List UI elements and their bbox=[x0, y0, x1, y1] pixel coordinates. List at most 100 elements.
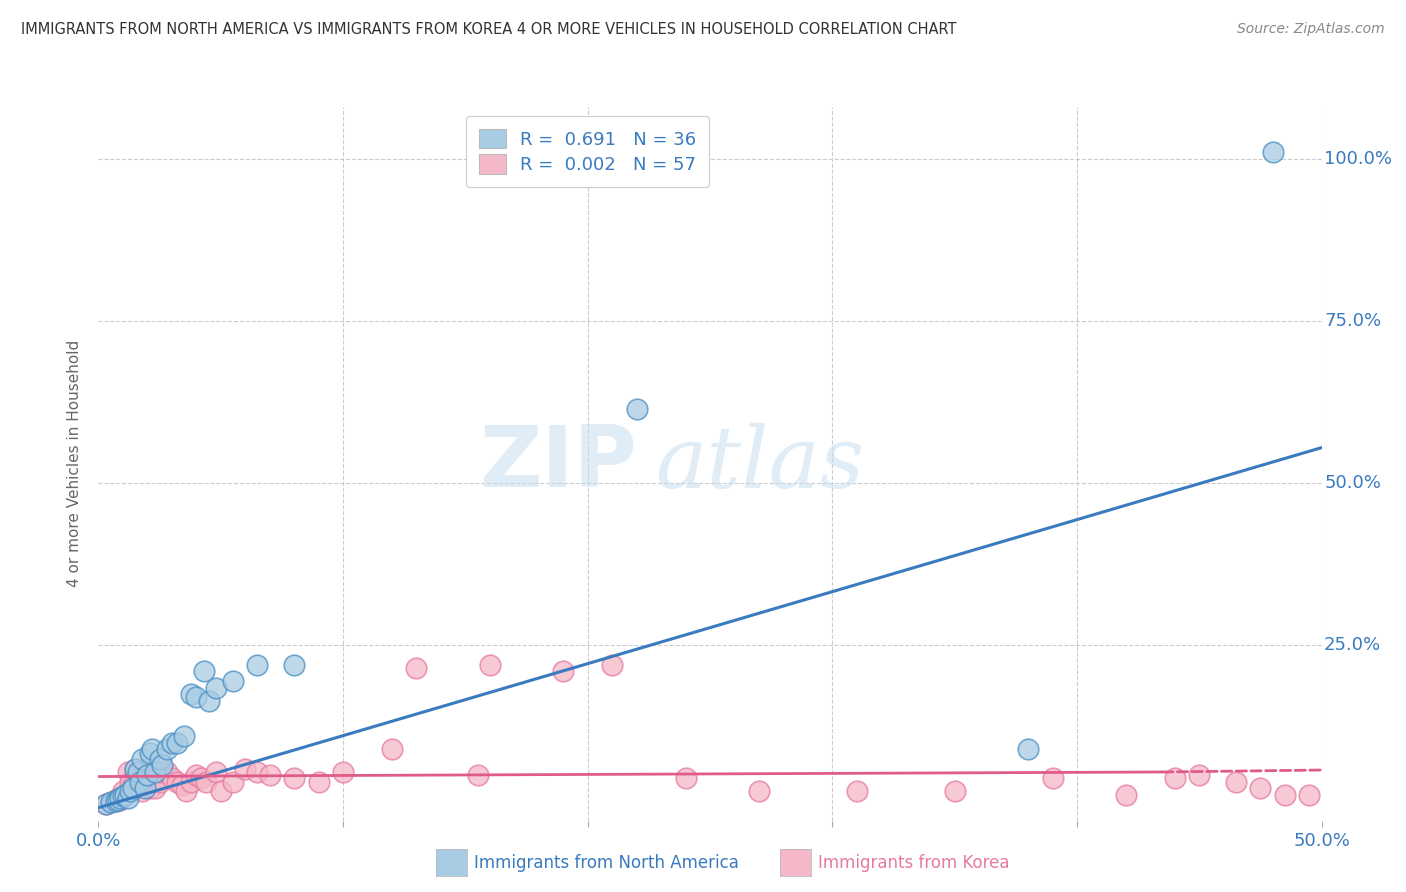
Point bbox=[1188, 768, 1211, 782]
Point bbox=[110, 793, 132, 807]
Point bbox=[127, 768, 149, 782]
Text: IMMIGRANTS FROM NORTH AMERICA VS IMMIGRANTS FROM KOREA 4 OR MORE VEHICLES IN HOU: IMMIGRANTS FROM NORTH AMERICA VS IMMIGRA… bbox=[21, 22, 956, 37]
Point bbox=[156, 764, 179, 779]
Point bbox=[120, 774, 142, 789]
Point bbox=[104, 794, 127, 808]
Point bbox=[186, 690, 208, 705]
Point bbox=[405, 661, 427, 675]
Point bbox=[259, 768, 281, 782]
Point bbox=[127, 764, 149, 779]
Point bbox=[381, 742, 404, 756]
Point bbox=[114, 788, 136, 802]
Point bbox=[131, 784, 153, 798]
Point bbox=[100, 796, 122, 810]
Point bbox=[283, 772, 305, 786]
Point bbox=[114, 788, 136, 802]
Text: Immigrants from North America: Immigrants from North America bbox=[474, 854, 738, 871]
Point bbox=[121, 778, 143, 792]
Point bbox=[136, 768, 159, 782]
Point bbox=[136, 768, 159, 782]
Point bbox=[139, 781, 162, 796]
Point bbox=[141, 742, 163, 756]
Point bbox=[195, 774, 218, 789]
Point bbox=[332, 764, 354, 779]
Point bbox=[134, 762, 156, 776]
Point bbox=[943, 784, 966, 798]
Point bbox=[1164, 772, 1187, 786]
Point bbox=[1115, 788, 1137, 802]
Point bbox=[626, 401, 648, 416]
Point bbox=[107, 793, 129, 807]
Point bbox=[166, 774, 188, 789]
Point bbox=[186, 768, 208, 782]
Point bbox=[156, 742, 179, 756]
Point bbox=[1249, 781, 1271, 796]
Point bbox=[845, 784, 868, 798]
Point bbox=[110, 791, 132, 805]
Text: Source: ZipAtlas.com: Source: ZipAtlas.com bbox=[1237, 22, 1385, 37]
Point bbox=[131, 752, 153, 766]
Point bbox=[117, 764, 139, 779]
Point bbox=[129, 772, 152, 786]
Text: 100.0%: 100.0% bbox=[1324, 150, 1392, 168]
Point bbox=[246, 764, 269, 779]
Point bbox=[222, 674, 245, 689]
Point bbox=[166, 736, 188, 750]
Text: 75.0%: 75.0% bbox=[1324, 312, 1381, 330]
Point bbox=[1298, 788, 1320, 802]
Text: 25.0%: 25.0% bbox=[1324, 637, 1381, 655]
Point bbox=[150, 764, 173, 779]
Point bbox=[675, 772, 697, 786]
Point bbox=[1261, 145, 1284, 160]
Text: atlas: atlas bbox=[655, 423, 865, 505]
Point bbox=[176, 784, 198, 798]
Point bbox=[748, 784, 770, 798]
Point bbox=[222, 774, 245, 789]
Point bbox=[205, 764, 228, 779]
Point bbox=[160, 772, 183, 786]
Point bbox=[190, 772, 212, 786]
Point bbox=[233, 762, 256, 776]
Point bbox=[107, 791, 129, 805]
Point bbox=[104, 794, 127, 808]
Y-axis label: 4 or more Vehicles in Household: 4 or more Vehicles in Household bbox=[67, 340, 83, 588]
Point bbox=[134, 781, 156, 796]
Text: Immigrants from Korea: Immigrants from Korea bbox=[818, 854, 1010, 871]
Point bbox=[143, 781, 166, 796]
Point bbox=[94, 797, 117, 812]
Legend: R =  0.691   N = 36, R =  0.002   N = 57: R = 0.691 N = 36, R = 0.002 N = 57 bbox=[467, 116, 709, 186]
Point bbox=[193, 665, 215, 679]
Point bbox=[1042, 772, 1064, 786]
Point bbox=[111, 784, 134, 798]
Point bbox=[149, 752, 172, 766]
Point bbox=[160, 736, 183, 750]
Point bbox=[600, 657, 623, 672]
Point bbox=[124, 762, 146, 776]
Point bbox=[1017, 742, 1039, 756]
Point bbox=[143, 764, 166, 779]
Point bbox=[117, 791, 139, 805]
Point bbox=[197, 693, 219, 707]
Point bbox=[129, 774, 152, 789]
Point bbox=[100, 796, 122, 810]
Point bbox=[124, 762, 146, 776]
Point bbox=[121, 781, 143, 796]
Point bbox=[170, 778, 193, 792]
Point bbox=[141, 768, 163, 782]
Point bbox=[173, 729, 195, 743]
Point bbox=[180, 687, 202, 701]
Point bbox=[1225, 774, 1247, 789]
Text: ZIP: ZIP bbox=[479, 422, 637, 506]
Point bbox=[149, 774, 172, 789]
Point bbox=[180, 774, 202, 789]
Point bbox=[553, 665, 575, 679]
Point bbox=[139, 746, 162, 760]
Point bbox=[205, 681, 228, 695]
Point bbox=[111, 789, 134, 803]
Text: 50.0%: 50.0% bbox=[1324, 475, 1381, 492]
Point bbox=[209, 784, 232, 798]
Point bbox=[150, 758, 173, 772]
Point bbox=[246, 657, 269, 672]
Point bbox=[308, 774, 330, 789]
Point bbox=[94, 797, 117, 812]
